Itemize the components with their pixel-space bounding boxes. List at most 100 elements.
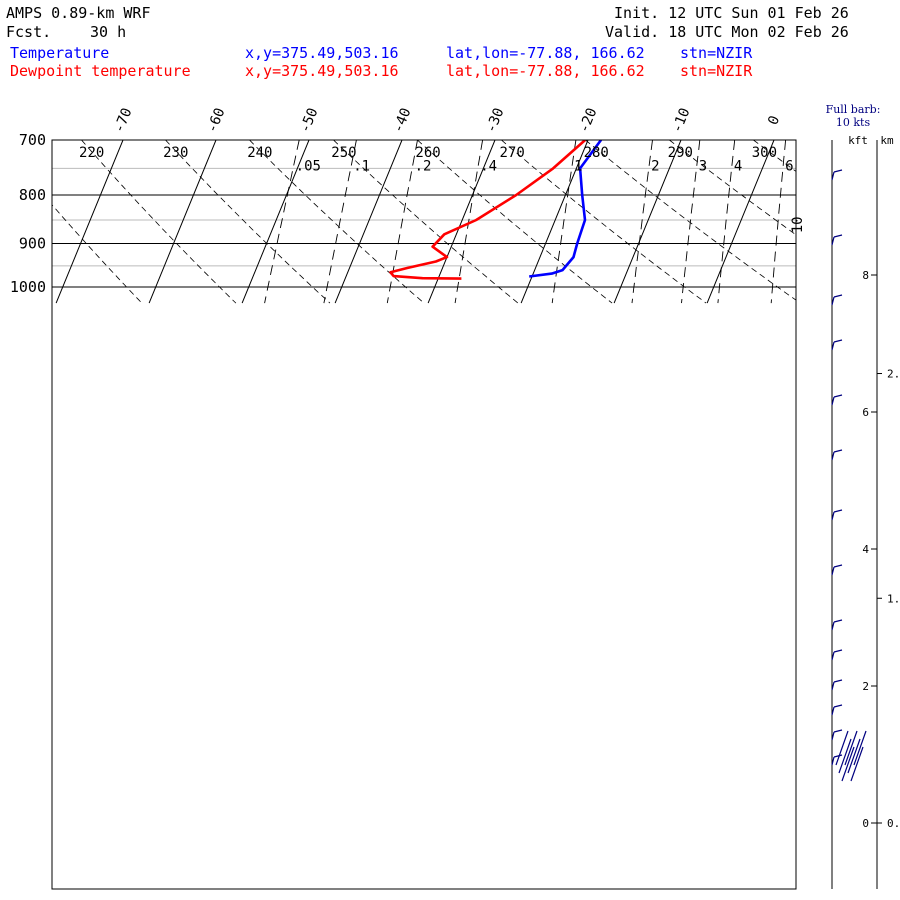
wind-barb-staff	[831, 236, 835, 246]
wind-barb-staff	[831, 651, 835, 661]
dry-adiabat-label: 260	[415, 145, 440, 161]
wind-barb	[831, 729, 843, 741]
wind-barb-flag	[833, 619, 843, 623]
wind-barb	[831, 394, 843, 406]
wind-barb-flag	[833, 704, 843, 708]
moist-adiabat-label: 10	[790, 216, 806, 233]
km-tick-label: 0.	[887, 817, 900, 830]
km-axis-label: km	[880, 134, 894, 147]
wind-barb-staff	[831, 621, 835, 631]
temperature-station: stn=NZIR	[680, 44, 753, 62]
pressure-tick-label: 800	[19, 186, 46, 204]
plot-area	[52, 140, 900, 304]
mixing-ratio-label: 1	[574, 159, 582, 175]
mixing-ratio-line	[770, 140, 787, 304]
wind-barb-low	[835, 730, 849, 766]
legend-dewpoint: Dewpoint temperature	[10, 62, 191, 80]
temperature-tick-label: -30	[483, 106, 507, 135]
wind-barb-staff	[831, 171, 835, 181]
plot-frame	[51, 139, 797, 890]
pressure-tick-label: 1000	[10, 278, 46, 296]
isotherm	[334, 140, 403, 304]
dry-adiabat	[585, 140, 796, 301]
isotherm	[148, 140, 217, 304]
dry-adiabat-label: 220	[79, 145, 104, 161]
dewpoint-xy: x,y=375.49,503.16	[245, 62, 399, 80]
wind-barb	[831, 294, 843, 306]
mixing-ratio-label: 2	[651, 159, 659, 175]
dry-adiabat-label: 250	[331, 145, 356, 161]
dry-adiabat-label: 290	[668, 145, 693, 161]
kft-tick-label: 2	[862, 680, 869, 693]
dry-adiabat	[753, 140, 796, 172]
wind-barb-flag	[833, 729, 843, 733]
dewpoint-latlon: lat,lon=-77.88, 166.62	[446, 62, 645, 80]
mixing-ratio-label: .1	[353, 159, 370, 175]
mixing-ratio-line	[842, 140, 853, 303]
wind-barb-flag	[833, 169, 843, 173]
wind-barb-low	[841, 746, 855, 782]
kft-axis-label: kft	[848, 134, 868, 147]
wind-barb-low	[850, 746, 864, 782]
mixing-ratio-label: 6	[785, 159, 793, 175]
mixing-ratio-label: .4	[480, 159, 497, 175]
wind-barb-flag	[833, 679, 843, 683]
kft-tick-label: 6	[862, 406, 869, 419]
temperature-trace	[529, 140, 603, 278]
wind-barb	[831, 679, 843, 691]
isotherm	[893, 140, 900, 303]
valid-time: Valid. 18 UTC Mon 02 Feb 26	[605, 23, 849, 41]
temperature-xy: x,y=375.49,503.16	[245, 44, 399, 62]
kft-tick-label: 0	[862, 817, 869, 830]
wind-barb-staff	[831, 341, 835, 351]
dry-adiabat	[165, 140, 331, 304]
mixing-ratio-label: .05	[296, 159, 321, 175]
wind-barb	[831, 509, 843, 521]
wind-barb	[831, 339, 843, 351]
temperature-tick-label: -70	[111, 106, 135, 135]
isotherm	[55, 140, 124, 304]
wind-barb	[831, 564, 843, 576]
km-tick-label: 2.	[887, 368, 900, 381]
isotherm	[800, 140, 867, 303]
temperature-tick-label: 0	[765, 114, 783, 128]
temperature-tick-label: -10	[669, 106, 693, 135]
wind-barb	[831, 449, 843, 461]
wind-barb-low	[853, 730, 867, 766]
temperature-tick-label: -40	[390, 106, 414, 135]
mixing-ratio-label: 3	[699, 159, 707, 175]
wind-barb	[831, 234, 843, 246]
dry-adiabat-label: 240	[247, 145, 272, 161]
dry-adiabat-label: 300	[752, 145, 777, 161]
wind-barb	[831, 704, 843, 716]
km-tick-label: 1.	[887, 592, 900, 605]
legend-temperature: Temperature	[10, 44, 110, 62]
dry-adiabat-label: 280	[584, 145, 609, 161]
wind-barb-low	[838, 738, 852, 774]
wind-barb-flag	[833, 339, 843, 343]
kft-tick-label: 4	[862, 543, 869, 556]
pressure-tick-label: 900	[19, 235, 46, 253]
mixing-ratio-line	[386, 140, 418, 304]
temperature-tick-label: -50	[297, 106, 321, 135]
mixing-ratio-line	[717, 140, 736, 304]
wind-barb-staff	[831, 706, 835, 716]
wind-barb-staff	[831, 681, 835, 691]
wind-barb-flag	[833, 509, 843, 513]
wind-barb	[831, 754, 843, 766]
mixing-ratio-line	[810, 140, 823, 303]
temperature-latlon: lat,lon=-77.88, 166.62	[446, 44, 645, 62]
isotherm	[241, 140, 310, 304]
dry-adiabat	[669, 140, 796, 236]
dry-adiabat	[501, 140, 707, 304]
wind-panel-title: Full barb:	[826, 103, 881, 116]
wind-barb-low	[844, 730, 858, 766]
wind-barb	[831, 649, 843, 661]
dry-adiabat	[81, 140, 237, 304]
dewpoint-station: stn=NZIR	[680, 62, 753, 80]
dry-adiabat-label: 230	[163, 145, 188, 161]
wind-barb-low	[847, 738, 861, 774]
isotherm	[613, 140, 682, 304]
temperature-tick-label: -60	[204, 106, 228, 135]
